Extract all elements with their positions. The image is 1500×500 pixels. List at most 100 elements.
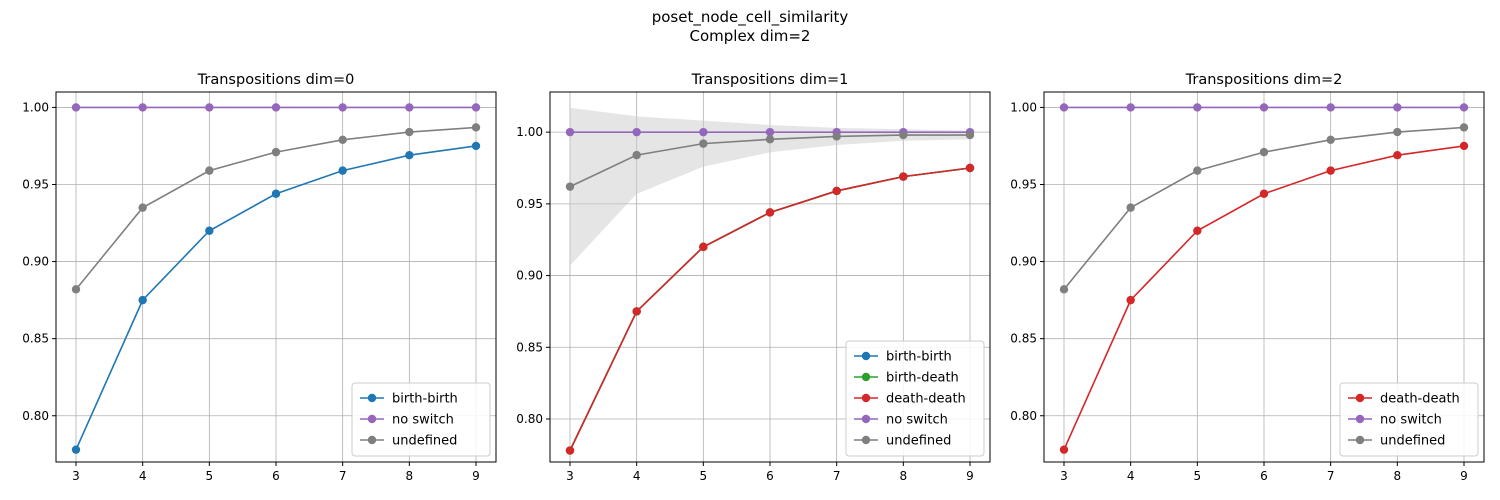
legend-swatch-marker-birth-birth — [861, 351, 871, 361]
legend: birth-birth birth-death death-death no swit… — [845, 340, 985, 457]
x-tick-label: 7 — [339, 469, 347, 483]
figure-title: poset_node_cell_similarity Complex dim=2 — [0, 8, 1500, 46]
y-tick-label: 0.90 — [22, 255, 49, 269]
point-undefined — [1059, 285, 1069, 294]
point-undefined — [471, 123, 481, 132]
y-tick-label: 0.85 — [516, 340, 543, 354]
point-birth-birth — [271, 189, 281, 198]
x-tick-label: 6 — [1260, 469, 1268, 483]
point-no-switch — [1259, 103, 1269, 112]
y-tick-label: 0.85 — [22, 332, 49, 346]
legend: birth-birth no switch undefined — [351, 382, 491, 457]
point-no-switch — [1059, 103, 1069, 112]
point-undefined — [138, 203, 147, 212]
x-tick-label: 3 — [566, 469, 574, 483]
y-tick-label: 0.80 — [1010, 409, 1037, 423]
legend-label-undefined: undefined — [392, 434, 457, 449]
point-no-switch — [71, 103, 81, 112]
legend-swatch-marker-no-switch — [861, 414, 871, 424]
point-death-death — [1459, 141, 1469, 151]
point-undefined — [565, 182, 575, 191]
point-undefined — [899, 130, 908, 140]
x-tick-label: 6 — [766, 469, 774, 483]
legend-label-no-switch: no switch — [1380, 413, 1442, 428]
x-tick-label: 8 — [900, 469, 908, 483]
point-birth-birth — [138, 295, 147, 305]
point-no-switch — [338, 103, 347, 112]
point-death-death — [1326, 166, 1335, 175]
subplot-3: 3 4 5 6 7 8 9 0.80 0.85 0.90 0.95 1.00 Transposition… — [1010, 72, 1485, 483]
legend-swatch-marker-birth-death — [861, 372, 871, 382]
point-undefined — [1459, 123, 1469, 132]
point-no-switch — [699, 127, 708, 137]
point-death-death — [899, 172, 908, 181]
point-no-switch — [1326, 103, 1335, 112]
x-tick-label: 9 — [966, 469, 974, 483]
x-tick-label: 9 — [1460, 469, 1468, 483]
x-tick-label: 6 — [272, 469, 280, 483]
y-tick-label: 0.90 — [516, 269, 543, 283]
legend-label-death-death: death-death — [886, 392, 966, 407]
legend-swatch-marker-death-death — [1355, 393, 1365, 403]
legend-swatch-marker-no-switch — [367, 414, 377, 424]
x-tick-label: 5 — [700, 469, 708, 483]
point-no-switch — [1393, 103, 1402, 112]
point-undefined — [271, 147, 281, 157]
point-death-death — [565, 446, 575, 455]
point-death-death — [965, 163, 975, 173]
y-tick-label: 1.00 — [22, 100, 49, 114]
y-tick-label: 0.90 — [1010, 255, 1037, 269]
x-tick-label: 3 — [72, 469, 80, 483]
legend-label-undefined: undefined — [1380, 434, 1445, 449]
point-undefined — [832, 132, 841, 141]
point-death-death — [832, 186, 841, 196]
point-undefined — [765, 135, 775, 144]
point-no-switch — [205, 103, 214, 112]
y-tick-label: 0.85 — [1010, 332, 1037, 346]
legend-label-birth-death: birth-death — [886, 371, 959, 386]
point-undefined — [699, 139, 708, 148]
x-tick-label: 7 — [833, 469, 841, 483]
point-no-switch — [1459, 103, 1469, 112]
legend-label-no-switch: no switch — [886, 413, 948, 428]
x-tick-label: 5 — [1194, 469, 1202, 483]
point-no-switch — [471, 103, 481, 112]
subplot-2: 3 4 5 6 7 8 9 0.80 0.85 0.90 0.95 1.00 Transposition… — [516, 72, 991, 483]
point-undefined — [71, 285, 81, 294]
point-undefined — [965, 130, 975, 140]
legend-box — [351, 382, 491, 457]
legend-swatch-marker-undefined — [861, 435, 871, 445]
point-no-switch — [138, 103, 147, 112]
point-death-death — [699, 242, 708, 252]
figure-title-line-1: poset_node_cell_similarity — [651, 8, 849, 26]
x-tick-label: 4 — [139, 469, 147, 483]
point-death-death — [1126, 295, 1135, 305]
y-tick-label: 1.00 — [516, 125, 543, 139]
y-tick-label: 0.80 — [516, 412, 543, 426]
point-death-death — [1393, 151, 1402, 160]
point-no-switch — [1126, 103, 1135, 112]
point-undefined — [1393, 127, 1402, 137]
y-tick-label: 0.95 — [22, 178, 49, 192]
legend-swatch-marker-undefined — [367, 435, 377, 445]
point-undefined — [1259, 147, 1269, 157]
point-birth-birth — [471, 141, 481, 151]
point-no-switch — [565, 127, 575, 137]
subplot-title: Transpositions dim=1 — [691, 72, 849, 88]
point-no-switch — [1193, 103, 1202, 112]
legend-swatch-marker-death-death — [861, 393, 871, 403]
legend-swatch-marker-birth-birth — [367, 393, 377, 403]
point-birth-birth — [205, 226, 214, 235]
x-tick-label: 9 — [472, 469, 480, 483]
x-tick-label: 4 — [1127, 469, 1135, 483]
point-death-death — [765, 208, 775, 217]
point-death-death — [1193, 226, 1202, 235]
band-undefined — [570, 107, 970, 266]
point-no-switch — [271, 103, 281, 112]
y-tick-label: 1.00 — [1010, 100, 1037, 114]
point-birth-birth — [405, 151, 414, 160]
legend-swatch-marker-undefined — [1355, 435, 1365, 445]
legend-label-birth-birth: birth-birth — [392, 392, 458, 407]
